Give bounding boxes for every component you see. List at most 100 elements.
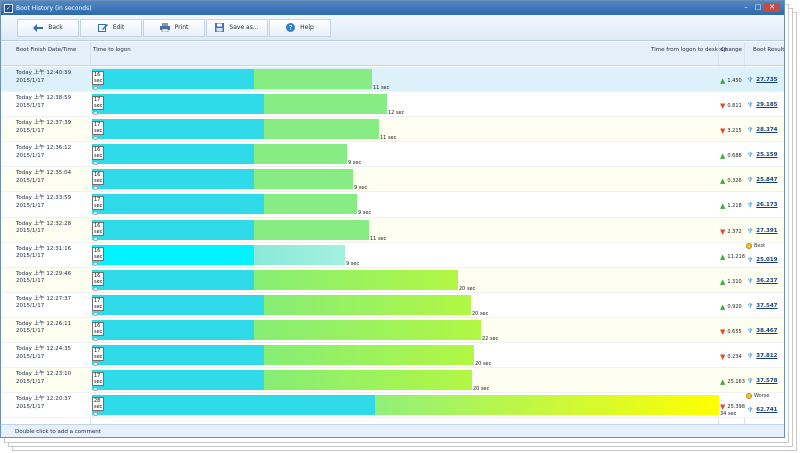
trophy-icon: ♆ — [747, 151, 754, 160]
back-button[interactable]: Back — [17, 18, 79, 37]
smiley-icon — [746, 242, 752, 249]
comment-icon[interactable] — [93, 236, 98, 241]
desktop-time-label: 20 sec — [475, 361, 492, 368]
save-as-label: Save as... — [229, 24, 259, 31]
boot-date: 2015/1/17 — [16, 152, 45, 159]
result-cell: ♆ 36.237 — [747, 277, 778, 285]
boot-row[interactable]: Today 上午 12:37:39 2015/1/17 17 sec 11 sec ▼ 3… — [1, 117, 784, 143]
desktop-time-label: 34 sec — [720, 411, 737, 418]
comment-icon[interactable] — [93, 136, 98, 141]
result-cell: ♆ 26.173 — [747, 201, 778, 209]
comment-icon[interactable] — [93, 286, 98, 291]
boot-result-link[interactable]: 36.237 — [756, 277, 778, 284]
change-cell: ▲ 11.218 — [720, 253, 745, 261]
boot-result-link[interactable]: 27.735 — [756, 77, 778, 83]
desktop-time-bar — [254, 219, 369, 240]
comment-icon[interactable] — [93, 111, 98, 116]
edit-button[interactable]: Edit — [80, 18, 142, 37]
arrow-down-icon: ▼ — [720, 127, 726, 136]
trophy-icon: ♆ — [747, 255, 754, 264]
comment-icon[interactable] — [93, 387, 98, 392]
logon-time-label: 16 sec — [92, 271, 105, 286]
minimize-button[interactable]: – — [744, 2, 748, 11]
window-controls: – □ ✕ — [740, 2, 780, 14]
help-button[interactable]: ? Help — [269, 18, 331, 37]
result-cell: ♆ 27.735 — [747, 76, 778, 84]
boot-result-link[interactable]: 37.547 — [756, 302, 778, 309]
trophy-icon: ♆ — [747, 226, 754, 235]
boot-date: 2015/1/17 — [16, 403, 45, 410]
logon-time-bar — [92, 144, 254, 165]
arrow-down-icon: ▼ — [720, 327, 726, 336]
boot-result-link[interactable]: 25.019 — [756, 256, 778, 263]
boot-result-link[interactable]: 25.159 — [756, 152, 778, 159]
boot-row[interactable]: Today 上午 12:31:16 2015/1/17 16 sec 9 sec ▲ 11… — [1, 242, 784, 268]
header-logon-to-desktop[interactable]: Time from logon to desktop — [651, 47, 727, 53]
header-time-to-logon[interactable]: Time to logon — [93, 47, 131, 53]
comment-icon[interactable] — [93, 261, 98, 266]
header-boot-result[interactable]: Boot Result — [753, 47, 785, 53]
close-button[interactable]: ✕ — [764, 2, 780, 12]
arrow-up-icon: ▲ — [720, 378, 726, 387]
boot-time: Today 上午 12:38:59 — [16, 95, 72, 102]
desktop-time-bar — [264, 345, 474, 366]
edit-icon — [97, 24, 108, 32]
comment-icon[interactable] — [93, 186, 98, 191]
change-value: 0.811 — [727, 103, 742, 110]
comment-icon[interactable] — [93, 336, 98, 341]
boot-time: Today 上午 12:36:12 — [16, 145, 72, 152]
comment-icon[interactable] — [93, 86, 98, 90]
arrow-down-icon: ▼ — [720, 353, 726, 362]
result-cell: ♆ 37.812 — [747, 352, 778, 360]
boot-row[interactable]: Today 上午 12:20:37 2015/1/17 28 sec 34 sec ▼ 2… — [1, 393, 784, 419]
boot-row[interactable]: Today 上午 12:32:28 2015/1/17 16 sec 11 sec ▼ 2… — [1, 217, 784, 243]
boot-result-link[interactable]: 25.847 — [756, 177, 778, 184]
boot-result-link[interactable]: 26.173 — [756, 202, 778, 209]
trophy-icon: ♆ — [747, 201, 754, 210]
boot-result-link[interactable]: 37.578 — [756, 378, 778, 385]
boot-result-link[interactable]: 37.812 — [756, 353, 778, 360]
logon-time-bar — [92, 345, 264, 366]
boot-row[interactable]: Today 上午 12:36:12 2015/1/17 16 sec 9 sec ▲ 0.… — [1, 142, 784, 168]
result-badge: Best — [746, 242, 765, 249]
comment-icon[interactable] — [93, 412, 98, 417]
boot-row[interactable]: Today 上午 12:23:10 2015/1/17 17 sec 20 sec ▲ 2… — [1, 368, 784, 394]
boot-row[interactable]: Today 上午 12:27:37 2015/1/17 17 sec 20 sec ▲ 0… — [1, 292, 784, 318]
boot-result-link[interactable]: 62.741 — [756, 407, 778, 414]
maximize-button[interactable]: □ — [754, 2, 762, 11]
change-cell: ▲ 0.920 — [720, 303, 742, 311]
boot-row[interactable]: Today 上午 12:26:11 2015/1/17 16 sec 22 sec ▼ 0… — [1, 317, 784, 344]
result-badge: Worse — [746, 393, 769, 400]
header-boot-finish[interactable]: Boot Finish Date/Time — [16, 47, 77, 53]
save-as-button[interactable]: Save as... — [206, 18, 268, 37]
boot-row[interactable]: Today 上午 12:40:39 2015/1/17 16 sec 11 sec ▲ 1… — [1, 67, 784, 93]
boot-row[interactable]: Today 上午 12:35:04 2015/1/17 16 sec 9 sec ▲ 0.… — [1, 167, 784, 193]
boot-datetime: Today 上午 12:32:28 2015/1/17 — [16, 221, 71, 236]
boot-result-link[interactable]: 27.391 — [756, 227, 778, 234]
change-cell: ▲ 25.163 — [720, 378, 745, 386]
boot-result-link[interactable]: 38.467 — [756, 327, 778, 334]
boot-result-link[interactable]: 29.185 — [756, 102, 778, 109]
print-button[interactable]: Print — [143, 18, 205, 37]
arrow-up-icon: ▲ — [720, 252, 726, 261]
arrow-down-icon: ▼ — [720, 227, 726, 236]
boot-row[interactable]: Today 上午 12:29:46 2015/1/17 16 sec 20 sec ▲ 1… — [1, 267, 784, 293]
header-change[interactable]: Change — [721, 47, 743, 53]
comment-icon[interactable] — [93, 161, 98, 166]
boot-row[interactable]: Today 上午 12:33:59 2015/1/17 17 sec 9 sec ▲ 1.… — [1, 192, 784, 218]
comment-icon[interactable] — [93, 211, 98, 216]
boot-result-link[interactable]: 28.374 — [756, 127, 778, 134]
comment-icon[interactable] — [93, 362, 98, 367]
desktop-time-label: 9 sec — [354, 185, 368, 192]
result-cell: ♆ 25.019 — [747, 256, 778, 264]
boot-row[interactable]: Today 上午 12:38:59 2015/1/17 17 sec 12 sec ▼ 0… — [1, 92, 784, 118]
change-cell: ▲ 1.218 — [720, 202, 742, 210]
comment-icon[interactable] — [93, 311, 98, 316]
desktop-time-bar — [254, 244, 345, 265]
boot-datetime: Today 上午 12:40:39 2015/1/17 — [16, 70, 71, 85]
logon-time-label: 16 sec — [92, 171, 105, 186]
boot-row[interactable]: Today 上午 12:24:35 2015/1/17 17 sec 20 sec ▼ 0… — [1, 343, 784, 369]
result-cell: ♆ 27.391 — [747, 227, 778, 235]
boot-datetime: Today 上午 12:36:12 2015/1/17 — [16, 145, 71, 160]
trophy-icon: ♆ — [747, 276, 754, 285]
